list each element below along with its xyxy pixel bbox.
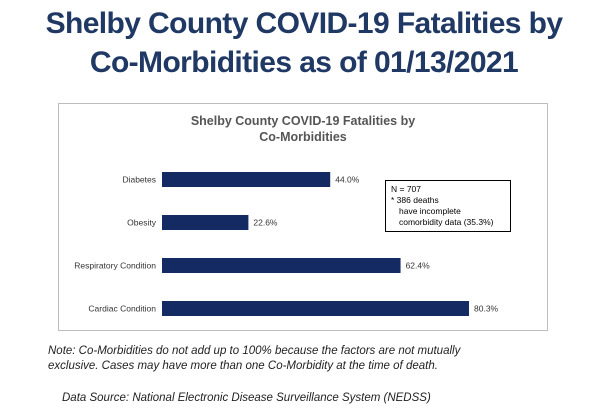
category-label: Cardiac Condition [88, 304, 156, 314]
value-label: 80.3% [474, 304, 499, 314]
bar [162, 172, 331, 187]
footnote-line-2: exclusive. Cases may have more than one … [48, 360, 438, 372]
slide-title-line-1: Shelby County COVID-19 Fatalities by [45, 7, 563, 40]
bar [162, 215, 249, 230]
footnote-line-1: Note: Co-Morbidities do not add up to 10… [48, 345, 461, 357]
value-label: 44.0% [335, 175, 360, 185]
chart-title-line-2: Co-Morbidities [259, 130, 347, 144]
footnote: Note: Co-Morbidities do not add up to 10… [48, 344, 588, 374]
note-line-2: * 386 deaths [391, 195, 439, 205]
category-label: Diabetes [122, 175, 156, 185]
bar-chart: Diabetes 44.0% Obesity 22.6% Respiratory Con… [74, 172, 499, 316]
chart-title: Shelby County COVID-19 Fatalities by Co-… [59, 113, 547, 145]
chart-container: Shelby County COVID-19 Fatalities by Co-… [58, 103, 548, 331]
note-line-4: comorbidity data (35.3%) [399, 217, 494, 227]
value-label: 22.6% [253, 218, 278, 228]
bar [162, 301, 469, 316]
sample-size-note: N = 707 * 386 deaths have incomplete com… [385, 180, 511, 232]
value-label: 62.4% [406, 261, 431, 271]
category-label: Respiratory Condition [74, 261, 156, 271]
slide-title: Shelby County COVID-19 Fatalities by Co-… [0, 4, 608, 82]
data-source: Data Source: National Electronic Disease… [62, 392, 431, 404]
category-label: Obesity [127, 218, 157, 228]
slide-title-line-2: Co-Morbidities as of 01/13/2021 [89, 46, 519, 79]
note-line-1: N = 707 [391, 184, 422, 194]
chart-title-line-1: Shelby County COVID-19 Fatalities by [190, 114, 416, 128]
note-line-3: have incomplete [399, 206, 461, 216]
bar [162, 258, 401, 273]
